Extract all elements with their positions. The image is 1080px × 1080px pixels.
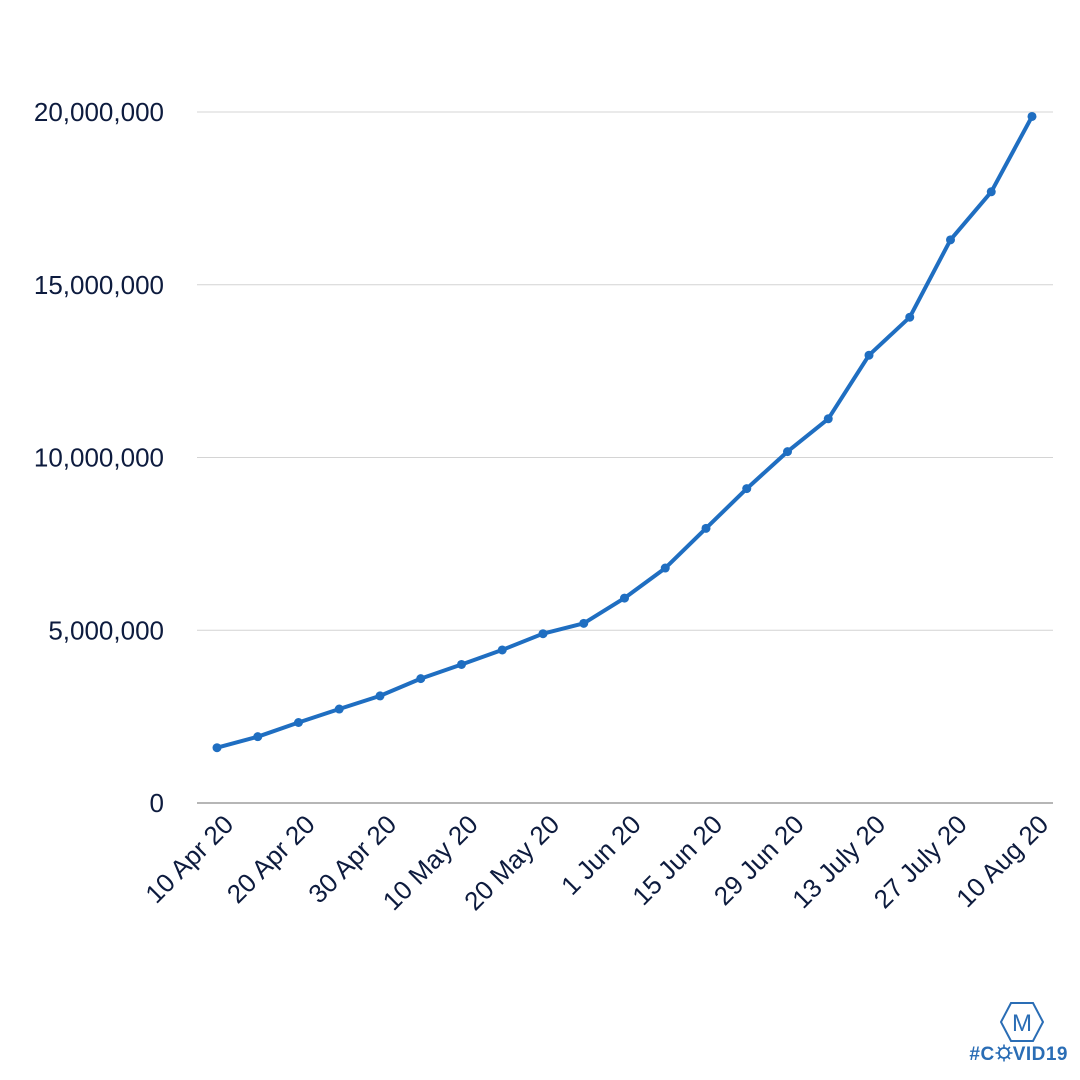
data-point: [253, 732, 263, 742]
data-point: [783, 447, 792, 457]
series-line: [215, 114, 1034, 750]
y-tick-label: 20,000,000: [34, 97, 164, 127]
data-points: [212, 111, 1037, 753]
data-point: [986, 187, 996, 197]
data-point: [1027, 111, 1037, 121]
brand-logo-letter: M: [1012, 1010, 1032, 1037]
data-point: [538, 629, 548, 639]
x-tick-label: 10 Apr 20: [139, 809, 239, 909]
x-tick-label: 20 Apr 20: [221, 809, 321, 909]
y-tick-label: 0: [150, 788, 164, 818]
y-tick-label: 15,000,000: [34, 270, 164, 300]
data-point: [946, 235, 955, 245]
gridlines: [197, 111, 1053, 631]
data-point: [579, 618, 589, 628]
covid19-hashtag: #C VID19: [969, 1044, 1068, 1066]
data-point: [294, 717, 303, 727]
data-point: [660, 563, 670, 573]
data-point: [864, 350, 874, 360]
data-point: [742, 484, 752, 494]
data-point: [212, 743, 222, 753]
data-point: [497, 645, 507, 655]
hashtag-prefix: #C: [969, 1044, 995, 1065]
brand-logo-icon: M: [1000, 1002, 1044, 1042]
data-point: [457, 659, 466, 669]
data-point: [905, 312, 915, 322]
y-tick-label: 5,000,000: [48, 615, 164, 645]
data-point: [375, 691, 385, 701]
y-tick-label: 10,000,000: [34, 443, 164, 473]
line-chart: 0 5,000,000 10,000,000 15,000,000 20,000,000…: [34, 97, 1054, 916]
hashtag-suffix: VID19: [1012, 1044, 1068, 1065]
data-point: [823, 414, 833, 424]
virus-icon: [995, 1044, 1013, 1062]
data-point: [701, 523, 711, 533]
data-point: [334, 704, 344, 714]
data-point: [416, 674, 426, 684]
data-point: [620, 593, 629, 603]
y-axis-tick-labels: 0 5,000,000 10,000,000 15,000,000 20,000,000: [34, 97, 164, 818]
